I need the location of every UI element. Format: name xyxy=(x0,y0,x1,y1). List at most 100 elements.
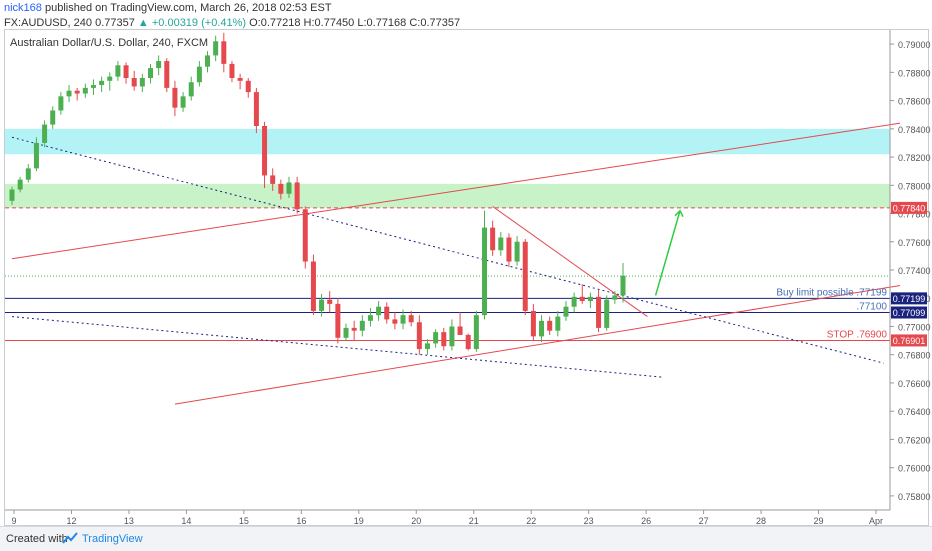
y-tick-label: 0.76200 xyxy=(898,435,931,445)
annotation-77100: .77100 xyxy=(856,301,887,312)
x-tick-label: 28 xyxy=(756,516,766,526)
candle-body xyxy=(359,320,365,331)
candle-body xyxy=(514,241,520,262)
candle-body xyxy=(107,76,113,81)
x-tick-label: 12 xyxy=(66,516,76,526)
candle-body xyxy=(221,41,227,64)
candle-body xyxy=(33,142,39,169)
candle-body xyxy=(294,182,300,210)
lower-trend-line xyxy=(174,285,901,405)
candle-body xyxy=(262,126,268,176)
candle-body xyxy=(147,68,153,78)
ohlc-text: O:0.77218 H:0.77450 L:0.77168 C:0.77357 xyxy=(246,17,461,29)
candle-body xyxy=(498,237,504,251)
candle-body xyxy=(449,326,455,347)
y-tick-label: 0.77600 xyxy=(898,238,931,248)
x-tick-label: 16 xyxy=(296,516,306,526)
y-tick-label: 0.76000 xyxy=(898,464,931,474)
created-with-text: Created with xyxy=(6,533,68,545)
y-tick-label: 0.76600 xyxy=(898,379,931,389)
candle-body xyxy=(457,326,463,335)
price-tag xyxy=(891,334,927,347)
descending-trend-line xyxy=(11,136,884,364)
x-tick-label: 19 xyxy=(354,516,364,526)
candle-body xyxy=(319,299,325,311)
candle-body xyxy=(579,296,585,302)
candle-body xyxy=(205,55,211,67)
candle-body xyxy=(131,78,137,87)
y-tick-label: 0.77000 xyxy=(898,322,931,332)
candle-body xyxy=(156,61,162,69)
candle-body xyxy=(367,315,373,321)
candle-body xyxy=(66,90,72,97)
published-text: published on TradingView.com, March 26, … xyxy=(41,2,332,14)
candle-body xyxy=(473,315,479,350)
x-tick-label: 29 xyxy=(814,516,824,526)
candle-body xyxy=(82,87,88,94)
candle-body xyxy=(50,110,56,125)
candle-body xyxy=(604,299,610,328)
candle-body xyxy=(164,61,170,88)
price-tag-label: 0.77840 xyxy=(893,203,926,213)
candle-body xyxy=(547,320,553,331)
symbol-text: FX:AUDUSD, 240 0.77357 xyxy=(4,17,135,29)
tradingview-brand[interactable]: TradingView xyxy=(82,533,143,545)
price-tag xyxy=(891,292,927,305)
author-link[interactable]: nick168 xyxy=(4,2,42,14)
candle-body xyxy=(58,96,64,111)
y-tick-label: 0.78400 xyxy=(898,125,931,135)
x-tick-label: 22 xyxy=(526,516,536,526)
candle-body xyxy=(376,306,382,316)
candle-body xyxy=(482,227,488,316)
x-tick-label: 26 xyxy=(641,516,651,526)
y-tick-label: 0.78800 xyxy=(898,68,931,78)
y-tick-label: 0.75800 xyxy=(898,492,931,502)
candle-body xyxy=(587,296,593,302)
candle-body xyxy=(522,241,528,311)
candle-body xyxy=(400,315,406,324)
candle-body xyxy=(74,90,80,94)
x-tick-label: 20 xyxy=(411,516,421,526)
price-tag xyxy=(891,306,927,319)
candle-body xyxy=(90,85,96,88)
candle-body xyxy=(229,63,235,78)
y-tick-label: 0.79000 xyxy=(898,40,931,50)
candle-body xyxy=(213,41,219,56)
y-tick-label: 0.78200 xyxy=(898,153,931,163)
candle-body xyxy=(571,296,577,307)
publish-line: nick168 published on TradingView.com, Ma… xyxy=(4,2,332,14)
x-tick-label: 15 xyxy=(239,516,249,526)
y-tick-label: 0.78000 xyxy=(898,181,931,191)
chart-header: nick168 published on TradingView.com, Ma… xyxy=(4,0,924,30)
candle-body xyxy=(237,78,243,81)
candle-body xyxy=(9,189,15,201)
candle-body xyxy=(384,306,390,320)
resistance-zone-upper xyxy=(5,128,890,155)
resistance-zone-lower xyxy=(5,183,890,208)
candle-body xyxy=(596,296,602,328)
candle-body xyxy=(172,87,178,108)
candle-body xyxy=(99,80,105,86)
candle-body xyxy=(539,320,545,337)
candle-body xyxy=(408,315,414,323)
candle-body xyxy=(180,96,186,108)
candle-body xyxy=(302,209,308,262)
price-tag-label: 0.76901 xyxy=(893,336,926,346)
y-tick-label: 0.76400 xyxy=(898,407,931,417)
price-tag xyxy=(891,201,927,214)
candle-body xyxy=(286,182,292,194)
candle-body xyxy=(506,237,512,262)
candle-body xyxy=(441,332,447,347)
candle-body xyxy=(42,124,48,143)
candle-body xyxy=(620,275,626,296)
y-tick-label: 0.77400 xyxy=(898,266,931,276)
candle-body xyxy=(555,316,561,331)
candle-body xyxy=(530,310,536,337)
candle-body xyxy=(327,299,333,304)
candle-body xyxy=(490,227,496,251)
candle-body xyxy=(310,261,316,311)
target-arrow-head xyxy=(674,209,684,218)
candle-body xyxy=(270,175,276,184)
price-tag-label: 0.77099 xyxy=(893,308,926,318)
